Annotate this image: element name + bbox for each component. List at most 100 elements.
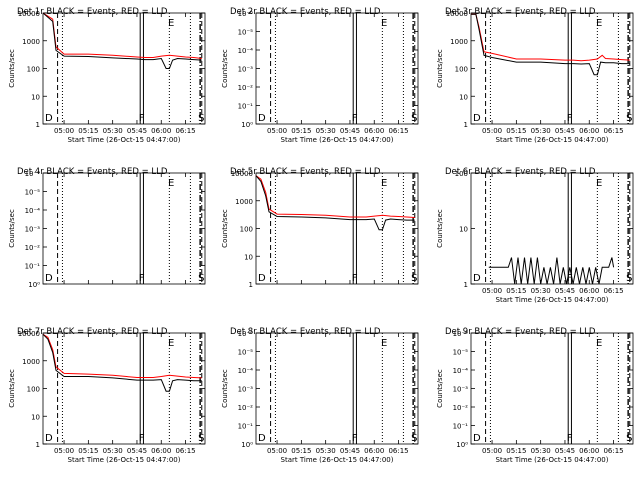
y-tick-label: 10⁻⁵ (25, 189, 41, 197)
y-tick-label: 10 (244, 253, 253, 261)
x-tick-label: 05:00 (54, 127, 74, 135)
event-marker-S: S (411, 433, 417, 444)
event-marker-F: F (139, 273, 145, 284)
y-axis-label: Counts/sec (221, 369, 229, 408)
y-tick-label: 10⁻² (25, 244, 41, 252)
y-tick-label: 10000 (446, 10, 468, 18)
plot-frame (42, 172, 206, 285)
event-marker-D: D (45, 433, 53, 444)
panel-title: Det 3r BLACK = Events, RED = LLD (445, 7, 596, 17)
event-marker-F: F (567, 273, 573, 284)
event-marker-F: F (567, 433, 573, 444)
event-marker-S: S (198, 113, 204, 124)
x-tick-label: 06:00 (151, 447, 171, 455)
x-axis-label: Start Time (26-Oct-15 04:47:00) (281, 136, 394, 144)
events-series-line (488, 257, 615, 285)
x-tick-label: 05:45 (127, 127, 147, 135)
x-tick-label: 05:00 (267, 127, 287, 135)
event-marker-F: F (352, 273, 358, 284)
y-tick-label: 10 (459, 226, 468, 234)
detector-panel-3: Det 3r BLACK = Events, RED = LLD 1 10 100 10… (436, 7, 634, 144)
x-tick-label: 05:15 (78, 127, 98, 135)
event-marker-S: S (626, 113, 632, 124)
x-tick-label: 05:45 (127, 447, 147, 455)
y-tick-label: 10⁻³ (238, 66, 254, 74)
y-tick-label: 10⁰ (241, 121, 253, 129)
x-tick-label: 06:15 (603, 287, 623, 295)
event-marker-S: S (198, 433, 204, 444)
event-marker-D: D (258, 273, 266, 284)
x-axis-label: Start Time (26-Oct-15 04:47:00) (68, 136, 181, 144)
plot-frame (255, 332, 419, 445)
plot-frame (470, 12, 634, 125)
plot-frame (42, 332, 206, 445)
event-marker-S: S (411, 113, 417, 124)
panel-title: Det 4r BLACK = Events, RED = LLD (17, 167, 168, 177)
x-tick-label: 05:30 (316, 447, 336, 455)
y-tick-label: 1 (36, 441, 40, 449)
event-marker-E: E (381, 338, 387, 349)
event-marker-D: D (258, 113, 266, 124)
y-tick-label: 10⁻⁵ (453, 349, 469, 357)
y-tick-label: 1000 (22, 358, 40, 366)
x-tick-label: 05:45 (555, 127, 575, 135)
x-tick-label: 06:00 (364, 447, 384, 455)
x-tick-label: 05:30 (531, 287, 551, 295)
x-tick-label: 06:15 (175, 127, 195, 135)
y-tick-label: 10000 (18, 330, 40, 338)
x-tick-label: 05:15 (506, 127, 526, 135)
y-tick-label: 1 (36, 121, 40, 129)
y-tick-label: 10⁰ (456, 441, 468, 449)
x-axis-label: Start Time (26-Oct-15 04:47:00) (68, 456, 181, 464)
y-tick-label: 10⁻¹ (238, 103, 254, 111)
event-marker-E: E (168, 178, 174, 189)
event-marker-E: E (381, 178, 387, 189)
x-tick-label: 06:15 (603, 447, 623, 455)
y-axis-label: Counts/sec (221, 49, 229, 88)
detector-panel-2: Det 2r BLACK = Events, RED = LLD 10⁰ 10⁻¹ 1… (221, 7, 419, 144)
x-axis-label: Start Time (26-Oct-15 04:47:00) (496, 456, 609, 464)
x-tick-label: 05:15 (78, 447, 98, 455)
events-series-line (255, 175, 415, 231)
y-axis-label: Counts/sec (8, 369, 16, 408)
y-tick-label: 10⁻¹ (25, 263, 41, 271)
x-tick-label: 05:30 (531, 127, 551, 135)
y-tick-label: 10⁻⁶ (238, 10, 254, 18)
event-marker-F: F (352, 433, 358, 444)
event-marker-D: D (473, 433, 481, 444)
y-tick-label: 100 (240, 226, 253, 234)
lld-series-line (42, 333, 202, 379)
x-tick-label: 05:45 (555, 287, 575, 295)
events-series-line (42, 333, 202, 392)
y-axis-label: Counts/sec (436, 49, 444, 88)
y-tick-label: 100 (27, 386, 40, 394)
y-tick-label: 100 (455, 66, 468, 74)
x-tick-label: 05:45 (340, 127, 360, 135)
detector-panel-7: Det 7r BLACK = Events, RED = LLD 1 10 100 10… (8, 327, 206, 464)
x-tick-label: 06:15 (175, 447, 195, 455)
event-marker-E: E (168, 338, 174, 349)
event-marker-E: E (596, 18, 602, 29)
x-tick-label: 05:30 (103, 127, 123, 135)
lld-series-line (42, 12, 202, 59)
event-marker-S: S (626, 433, 632, 444)
y-tick-label: 10 (31, 93, 40, 101)
y-tick-label: 10⁻⁴ (238, 367, 254, 375)
y-axis-label: Counts/sec (436, 369, 444, 408)
y-axis-label: Counts/sec (8, 209, 16, 248)
panel-title: Det 5r BLACK = Events, RED = LLD (230, 167, 381, 177)
event-marker-S: S (626, 273, 632, 284)
lld-series-line (471, 13, 630, 62)
y-tick-label: 1 (464, 281, 468, 289)
y-tick-label: 1000 (450, 38, 468, 46)
x-tick-label: 05:15 (506, 447, 526, 455)
y-tick-label: 10000 (231, 170, 253, 178)
x-tick-label: 06:00 (151, 127, 171, 135)
plot-frame (470, 332, 634, 445)
event-marker-F: F (139, 113, 145, 124)
y-tick-label: 10⁻² (453, 404, 469, 412)
x-axis-label: Start Time (26-Oct-15 04:47:00) (281, 456, 394, 464)
y-axis-label: Counts/sec (8, 49, 16, 88)
y-axis-label: Counts/sec (436, 209, 444, 248)
